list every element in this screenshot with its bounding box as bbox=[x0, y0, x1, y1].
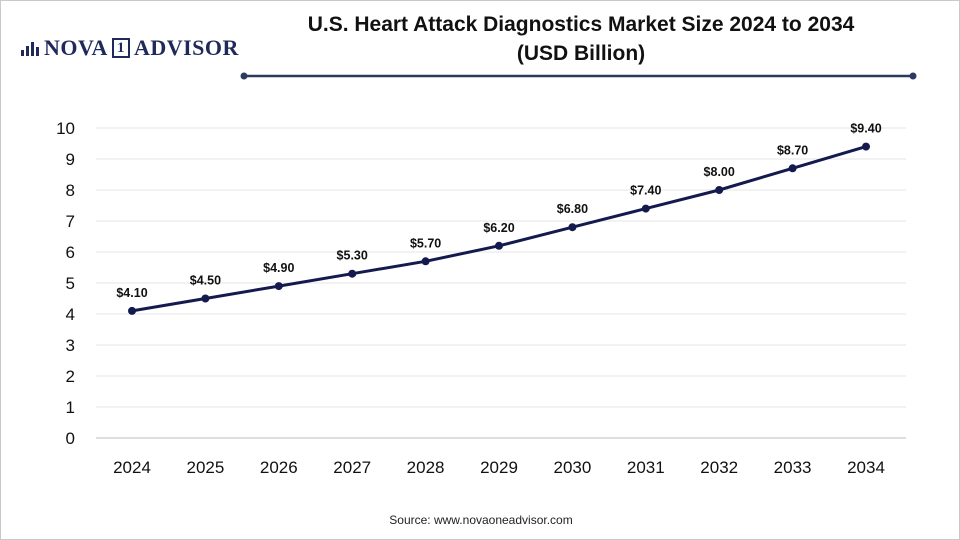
y-tick-label: 2 bbox=[66, 367, 75, 386]
data-point bbox=[201, 294, 210, 303]
x-tick-label: 2034 bbox=[847, 458, 885, 477]
data-point bbox=[128, 306, 136, 315]
y-tick-label: 7 bbox=[66, 212, 75, 231]
y-tick-label: 5 bbox=[66, 274, 75, 293]
data-label: $6.80 bbox=[557, 202, 588, 216]
data-point bbox=[568, 223, 577, 232]
data-label: $7.40 bbox=[630, 184, 661, 198]
data-label: $4.90 bbox=[263, 261, 294, 275]
logo: NOVA 1 ADVISOR bbox=[21, 35, 239, 61]
x-tick-label: 2031 bbox=[627, 458, 665, 477]
y-tick-label: 9 bbox=[66, 150, 75, 169]
x-tick-label: 2029 bbox=[480, 458, 518, 477]
x-tick-label: 2030 bbox=[553, 458, 591, 477]
data-point bbox=[421, 257, 430, 266]
data-label: $8.00 bbox=[704, 165, 735, 179]
y-tick-label: 3 bbox=[66, 336, 75, 355]
data-point bbox=[862, 142, 870, 151]
data-point bbox=[348, 269, 357, 278]
y-tick-label: 8 bbox=[66, 181, 75, 200]
x-tick-label: 2032 bbox=[700, 458, 738, 477]
x-tick-label: 2026 bbox=[260, 458, 298, 477]
data-point bbox=[495, 241, 503, 250]
y-tick-label: 0 bbox=[66, 429, 75, 448]
data-label: $5.30 bbox=[337, 249, 368, 263]
chart-title-block: U.S. Heart Attack Diagnostics Market Siz… bbox=[251, 10, 911, 68]
data-label: $4.10 bbox=[116, 286, 147, 300]
data-point bbox=[715, 186, 724, 194]
data-label: $8.70 bbox=[777, 143, 808, 157]
data-point bbox=[274, 282, 283, 291]
data-point bbox=[788, 164, 797, 173]
chart-subtitle: (USD Billion) bbox=[516, 42, 646, 65]
data-label: $4.50 bbox=[190, 274, 221, 288]
logo-text-nova: NOVA bbox=[44, 35, 108, 60]
y-tick-label: 4 bbox=[66, 305, 75, 324]
logo-text-advisor: ADVISOR bbox=[133, 35, 239, 60]
x-tick-label: 2028 bbox=[407, 458, 445, 477]
data-label: $5.70 bbox=[410, 236, 441, 250]
chart-title: U.S. Heart Attack Diagnostics Market Siz… bbox=[307, 13, 855, 36]
data-label: $6.20 bbox=[483, 221, 514, 235]
data-label: $9.40 bbox=[850, 122, 881, 136]
x-tick-label: 2027 bbox=[333, 458, 371, 477]
logo-text-one: 1 bbox=[111, 38, 130, 58]
title-underline-end-dot bbox=[909, 72, 917, 80]
x-tick-label: 2033 bbox=[774, 458, 812, 477]
y-tick-label: 1 bbox=[66, 398, 75, 417]
logo-bars-icon bbox=[21, 40, 39, 56]
data-point bbox=[641, 204, 650, 213]
y-tick-label: 10 bbox=[56, 119, 75, 138]
x-tick-label: 2025 bbox=[186, 458, 224, 477]
y-tick-label: 6 bbox=[66, 243, 75, 262]
title-underline-start-dot bbox=[240, 72, 248, 80]
x-tick-label: 2024 bbox=[113, 458, 151, 477]
source-note: Source: www.novaoneadvisor.com bbox=[389, 513, 573, 527]
